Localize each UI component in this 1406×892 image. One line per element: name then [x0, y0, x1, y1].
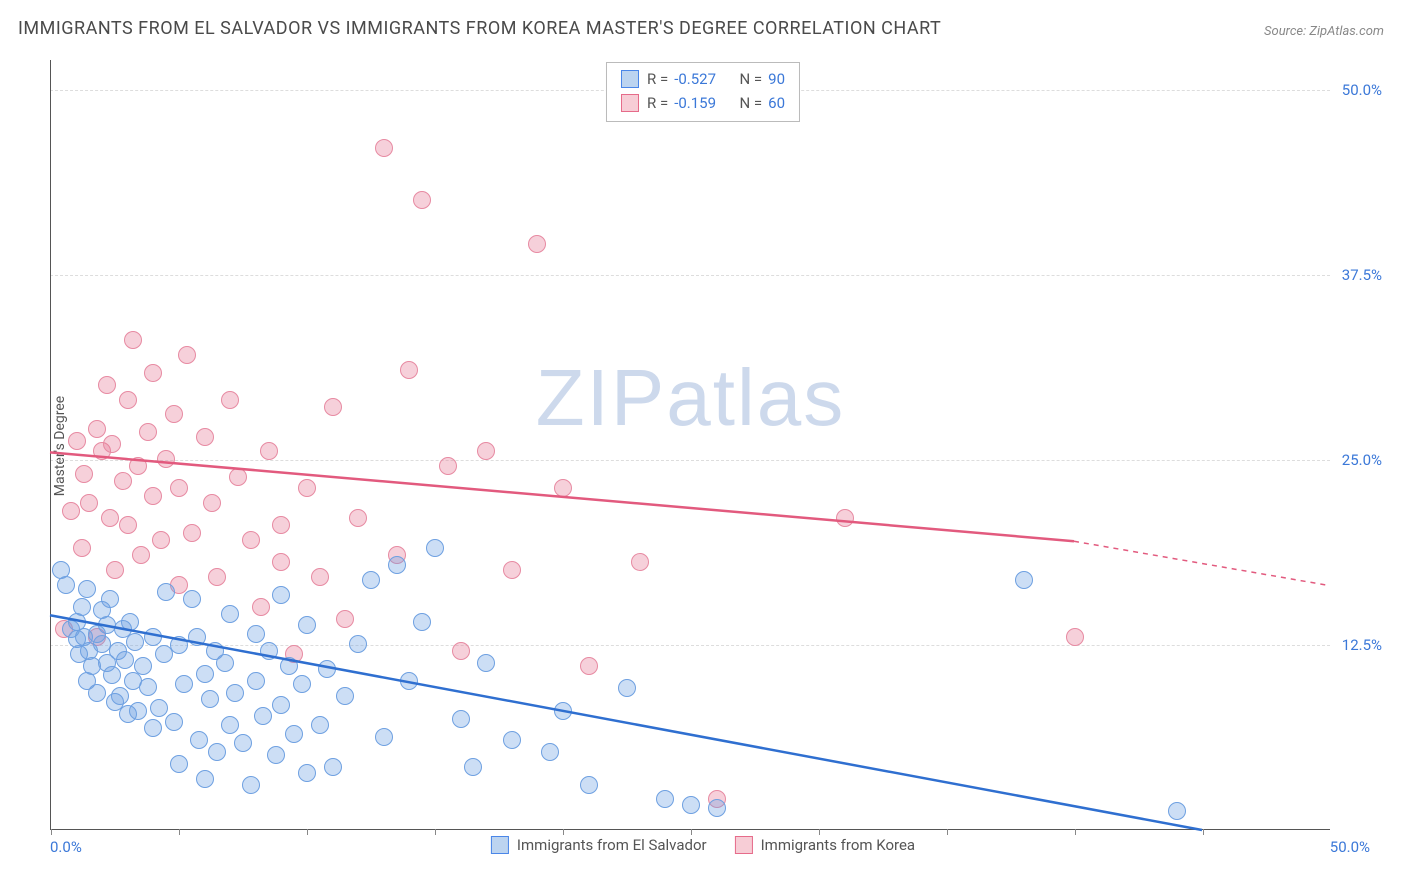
chart-title: IMMIGRANTS FROM EL SALVADOR VS IMMIGRANT…: [18, 18, 941, 39]
y-tick-label: 25.0%: [1342, 451, 1382, 469]
regression-line-a: [50, 615, 1202, 830]
y-tick-label: 37.5%: [1342, 266, 1382, 284]
stats-row-a: R = -0.527 N = 90: [621, 67, 785, 91]
swatch-a-icon: [491, 836, 509, 854]
swatch-b-icon: [735, 836, 753, 854]
legend-label-b: Immigrants from Korea: [761, 836, 915, 854]
regression-line-b: [50, 452, 1074, 541]
regression-line-b-dashed: [1074, 541, 1330, 585]
stats-legend: R = -0.527 N = 90 R = -0.159 N = 60: [606, 62, 800, 122]
swatch-b-icon: [621, 94, 639, 112]
regression-lines: [50, 60, 1330, 830]
stats-row-b: R = -0.159 N = 60: [621, 91, 785, 115]
swatch-a-icon: [621, 70, 639, 88]
y-tick-label: 12.5%: [1342, 636, 1382, 654]
legend-label-a: Immigrants from El Salvador: [517, 836, 707, 854]
legend-item-a: Immigrants from El Salvador: [491, 836, 707, 854]
x-axis-min-label: 0.0%: [50, 838, 82, 856]
legend-item-b: Immigrants from Korea: [735, 836, 915, 854]
series-legend: Immigrants from El Salvador Immigrants f…: [491, 836, 915, 854]
y-tick-label: 50.0%: [1342, 81, 1382, 99]
source-attribution: Source: ZipAtlas.com: [1264, 24, 1384, 39]
x-axis-max-label: 50.0%: [1330, 838, 1370, 856]
